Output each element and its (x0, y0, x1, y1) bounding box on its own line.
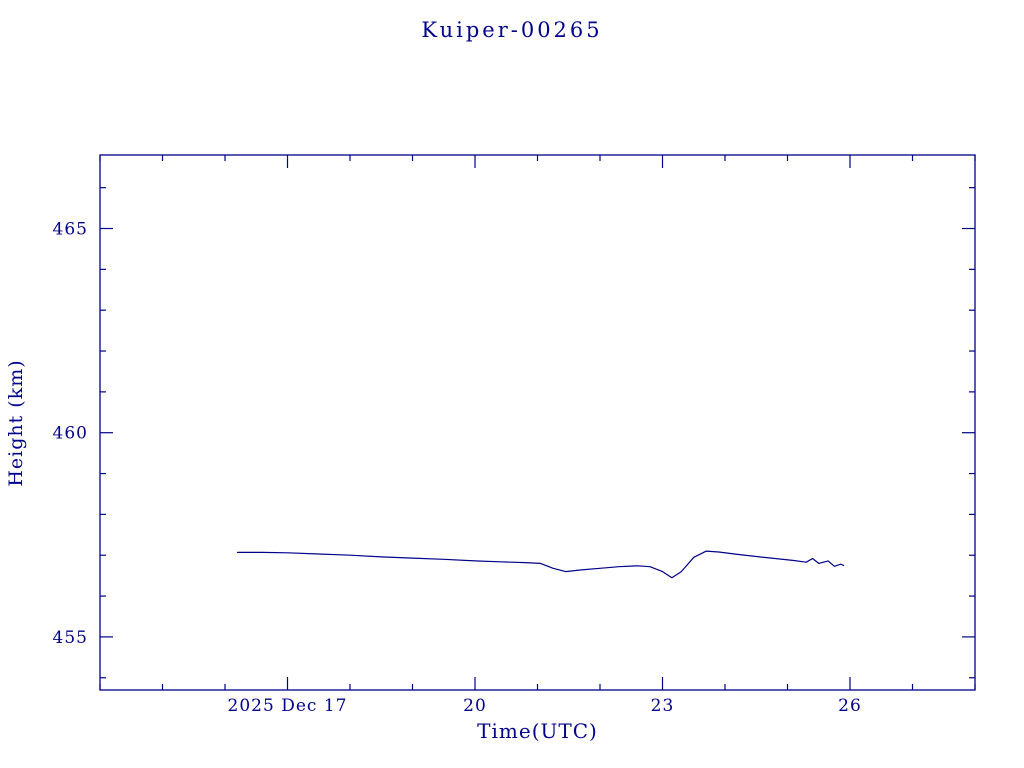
x-axis-label: Time(UTC) (477, 719, 598, 743)
x-tick-label: 23 (651, 696, 675, 716)
x-tick-label: 20 (463, 696, 487, 716)
chart-title: Kuiper-00265 (421, 18, 603, 42)
plot-frame (99, 154, 976, 691)
x-tick-label: 2025 Dec 17 (228, 696, 348, 716)
x-tick-label: 26 (838, 696, 862, 716)
y-tick-label: 460 (53, 424, 88, 444)
y-tick-label: 455 (53, 628, 88, 648)
series-line-height (236, 550, 845, 579)
y-tick-label: 465 (53, 220, 88, 240)
